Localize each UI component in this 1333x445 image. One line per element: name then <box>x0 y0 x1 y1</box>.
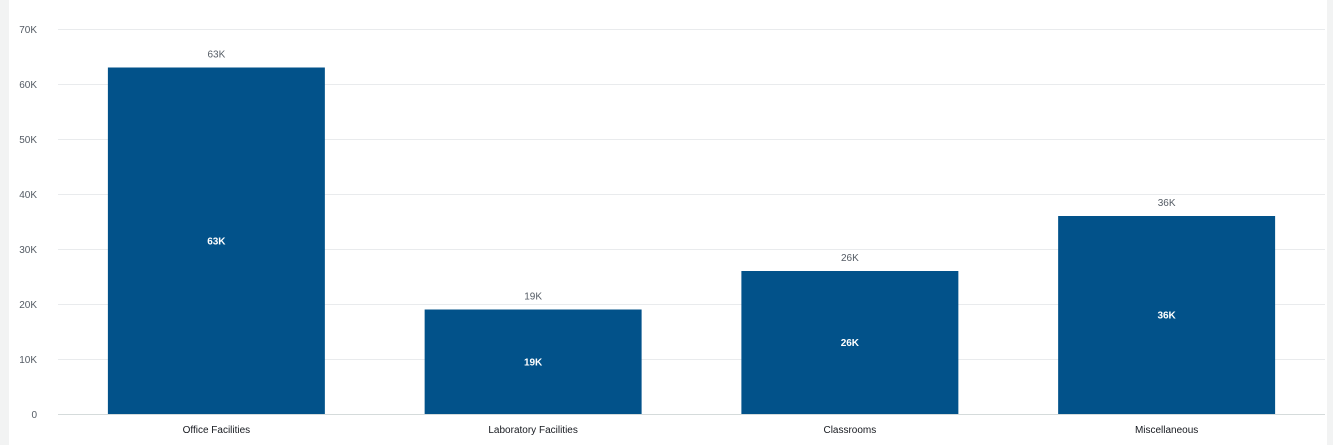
bar-value-label: 19K <box>524 292 542 303</box>
y-tick-label: 0 <box>31 410 37 421</box>
bar[interactable] <box>741 271 959 414</box>
bar[interactable] <box>424 309 642 415</box>
bar-inner-label: 36K <box>1157 311 1176 322</box>
bar[interactable] <box>107 67 325 415</box>
y-tick-label: 40K <box>19 190 37 201</box>
x-tick-label: Office Facilities <box>183 425 251 436</box>
x-tick-label: Miscellaneous <box>1135 425 1198 436</box>
x-tick-label: Laboratory Facilities <box>488 425 577 436</box>
panel-right-edge <box>1327 0 1333 445</box>
x-tick-label: Classrooms <box>823 425 876 436</box>
x-axis: Office Facilities Laboratory Facilities Cl… <box>183 425 1199 436</box>
bar-inner-label: 26K <box>841 338 860 349</box>
y-tick-label: 70K <box>19 25 37 36</box>
bar-value-label: 26K <box>841 253 859 264</box>
y-tick-label: 60K <box>19 80 37 91</box>
bar-value-label: 36K <box>1158 198 1176 209</box>
bar-inner-label: 63K <box>207 236 226 247</box>
bar-inner-label: 19K <box>524 357 543 368</box>
bars: 63K 63K 19K 19K 26K 26K 36K 36K <box>107 50 1276 415</box>
y-tick-label: 20K <box>19 300 37 311</box>
bar-value-label: 63K <box>207 50 225 61</box>
y-tick-label: 30K <box>19 245 37 256</box>
y-tick-label: 50K <box>19 135 37 146</box>
y-axis: 0 10K 20K 30K 40K 50K 60K 70K <box>19 25 37 421</box>
panel-left-edge <box>0 0 9 445</box>
bar[interactable] <box>1058 216 1276 414</box>
y-tick-label: 10K <box>19 355 37 366</box>
